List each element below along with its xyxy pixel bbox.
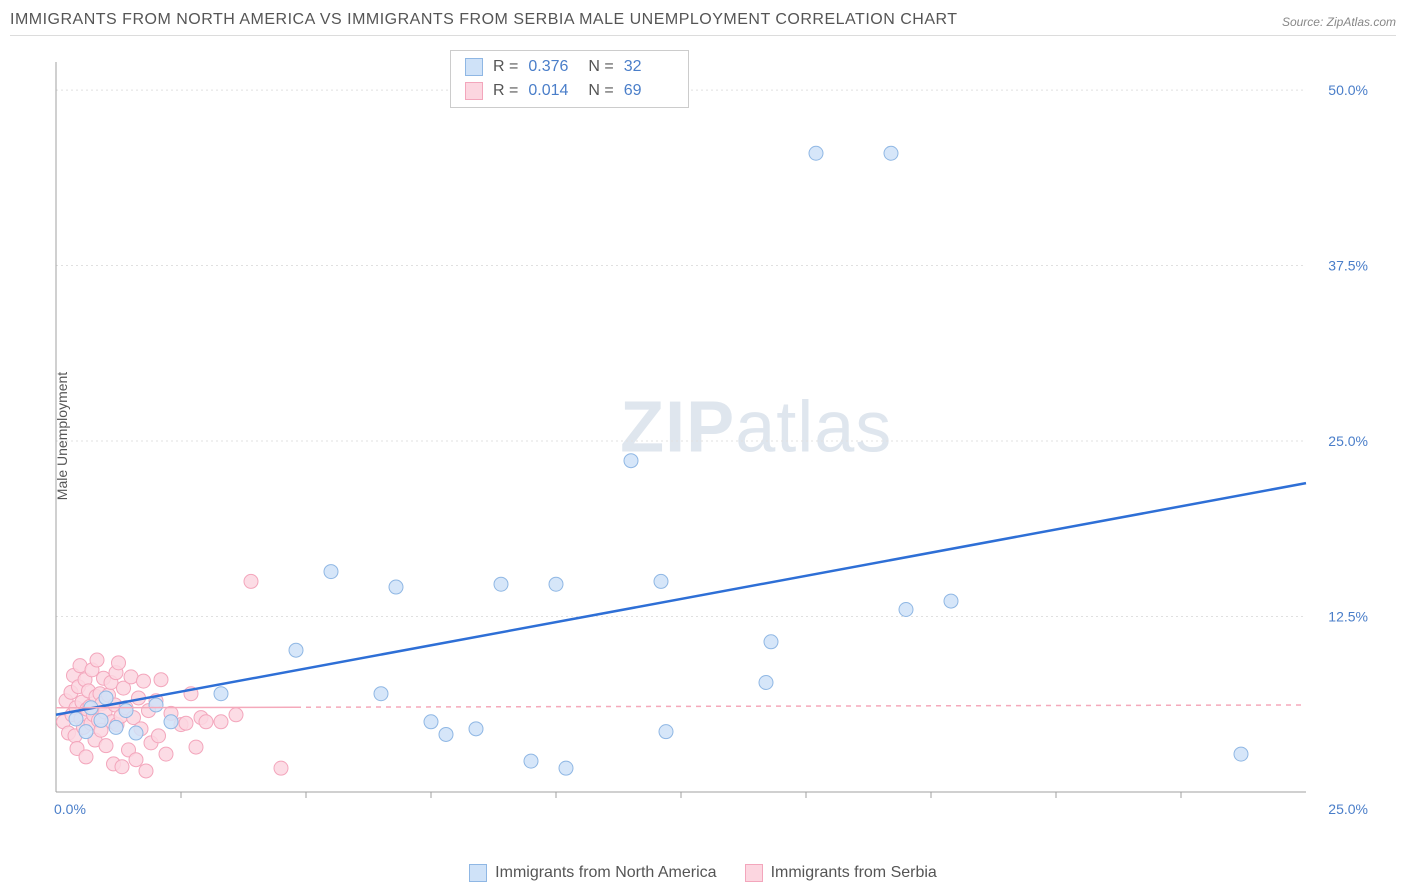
stats-row-pink: R = 0.014 N = 69 [465,79,674,103]
swatch-pink-icon [465,82,483,100]
legend-item-pink: Immigrants from Serbia [745,864,937,882]
legend-item-blue: Immigrants from North America [469,864,716,882]
stats-legend-box: R = 0.376 N = 32 R = 0.014 N = 69 [450,50,689,108]
plot-area: Male Unemployment R = 0.376 N = 32 R = 0… [50,50,1376,822]
stat-r-label-2: R = [493,79,518,103]
svg-text:0.0%: 0.0% [54,801,86,817]
legend-label-blue: Immigrants from North America [495,864,716,882]
chart-title: IMMIGRANTS FROM NORTH AMERICA VS IMMIGRA… [10,11,958,29]
stat-n-label: N = [588,55,613,79]
svg-text:50.0%: 50.0% [1328,82,1368,98]
svg-text:12.5%: 12.5% [1328,609,1368,625]
stat-r-pink: 0.014 [528,79,578,103]
stat-r-label: R = [493,55,518,79]
stat-n-label-2: N = [588,79,613,103]
bottom-legend: Immigrants from North America Immigrants… [0,864,1406,882]
svg-text:37.5%: 37.5% [1328,258,1368,274]
legend-label-pink: Immigrants from Serbia [771,864,937,882]
legend-swatch-blue-icon [469,864,487,882]
stats-row-blue: R = 0.376 N = 32 [465,55,674,79]
source-attribution: Source: ZipAtlas.com [1282,15,1396,29]
stat-r-blue: 0.376 [528,55,578,79]
y-axis-label: Male Unemployment [54,372,70,500]
svg-text:ZIPatlas: ZIPatlas [620,387,892,467]
legend-swatch-pink-icon [745,864,763,882]
title-bar: IMMIGRANTS FROM NORTH AMERICA VS IMMIGRA… [10,8,1396,36]
swatch-blue-icon [465,58,483,76]
scatter-chart: ZIPatlas 12.5% 25.0% 37.5% 50.0% 0.0% 25.0% [50,50,1376,822]
svg-text:25.0%: 25.0% [1328,433,1368,449]
stat-n-pink: 69 [624,79,674,103]
svg-text:25.0%: 25.0% [1328,801,1368,817]
stat-n-blue: 32 [624,55,674,79]
chart-container: IMMIGRANTS FROM NORTH AMERICA VS IMMIGRA… [0,0,1406,892]
